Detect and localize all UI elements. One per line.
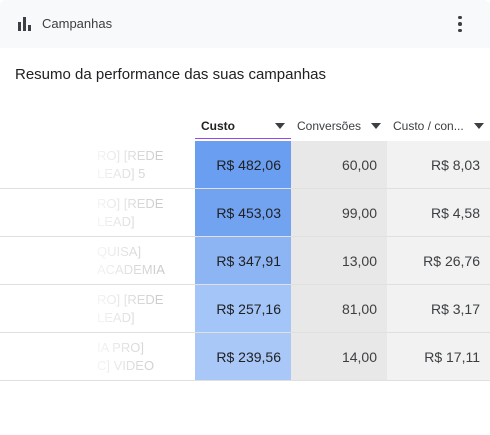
campaign-name-line: QUISA] xyxy=(97,243,142,259)
conversions-cell: 60,00 xyxy=(291,141,387,188)
cost-cell: R$ 239,56 xyxy=(195,333,291,380)
cost-cell: R$ 482,06 xyxy=(195,141,291,188)
conversions-cell: 81,00 xyxy=(291,285,387,332)
card-title: Campanhas xyxy=(42,16,113,31)
campaign-name-line: RO] [REDE xyxy=(97,147,164,163)
cost-per-conversion-cell: R$ 8,03 xyxy=(387,141,490,188)
conversions-cell: 14,00 xyxy=(291,333,387,380)
campaign-name-line: RO] [REDE xyxy=(97,291,164,307)
campaign-name-line: IA PRO] xyxy=(97,339,144,355)
conversions-cell: 99,00 xyxy=(291,189,387,236)
cost-per-conversion-cell: R$ 17,11 xyxy=(387,333,490,380)
campaign-name-cell[interactable]: RO] [REDE LEAD] xyxy=(0,285,195,332)
card-header: Campanhas xyxy=(0,0,490,48)
sort-caret-icon xyxy=(275,122,285,129)
table-row[interactable]: RO] [REDE LEAD] R$ 453,03 99,00 R$ 4,58 xyxy=(0,189,490,237)
campaign-name-line: C] VIDEO xyxy=(97,357,155,373)
column-header-conversions[interactable]: Conversões xyxy=(291,113,387,139)
cost-cell: R$ 453,03 xyxy=(195,189,291,236)
campaign-name-line: RO] [REDE xyxy=(97,195,164,211)
conversions-cell: 13,00 xyxy=(291,237,387,284)
dropdown-caret-icon xyxy=(474,123,484,129)
column-header-cost[interactable]: Custo xyxy=(195,113,291,139)
campaign-name-cell[interactable]: RO] [REDE LEAD] xyxy=(0,189,195,236)
cost-per-conversion-cell: R$ 4,58 xyxy=(387,189,490,236)
table-row[interactable]: RO] [REDE LEAD] R$ 257,16 81,00 R$ 3,17 xyxy=(0,285,490,333)
more-options-icon[interactable] xyxy=(450,12,470,36)
cost-per-conversion-cell: R$ 26,76 xyxy=(387,237,490,284)
campaign-name-cell[interactable]: RO] [REDE LEAD] 5 xyxy=(0,141,195,188)
table-row[interactable]: QUISA] ACADEMIA R$ 347,91 13,00 R$ 26,76 xyxy=(0,237,490,285)
cost-per-conversion-cell: R$ 3,17 xyxy=(387,285,490,332)
table-row[interactable]: IA PRO] C] VIDEO R$ 239,56 14,00 R$ 17,11 xyxy=(0,333,490,381)
bar-chart-icon xyxy=(18,17,34,31)
campaign-name-line: LEAD] xyxy=(97,213,135,229)
campaign-name-cell[interactable]: QUISA] ACADEMIA xyxy=(0,237,195,284)
cost-cell: R$ 257,16 xyxy=(195,285,291,332)
campaign-name-line: LEAD] xyxy=(97,309,135,325)
dropdown-caret-icon xyxy=(371,123,381,129)
column-header-cost-per-conversion[interactable]: Custo / con... xyxy=(387,113,490,139)
campaign-name-line: ACADEMIA xyxy=(97,261,165,277)
cost-cell: R$ 347,91 xyxy=(195,237,291,284)
campaign-name-line: LEAD] 5 xyxy=(97,165,146,181)
campaign-name-cell[interactable]: IA PRO] C] VIDEO xyxy=(0,333,195,380)
table-row[interactable]: RO] [REDE LEAD] 5 R$ 482,06 60,00 R$ 8,03 xyxy=(0,141,490,189)
card-subtitle: Resumo da performance das suas campanhas xyxy=(15,66,327,83)
